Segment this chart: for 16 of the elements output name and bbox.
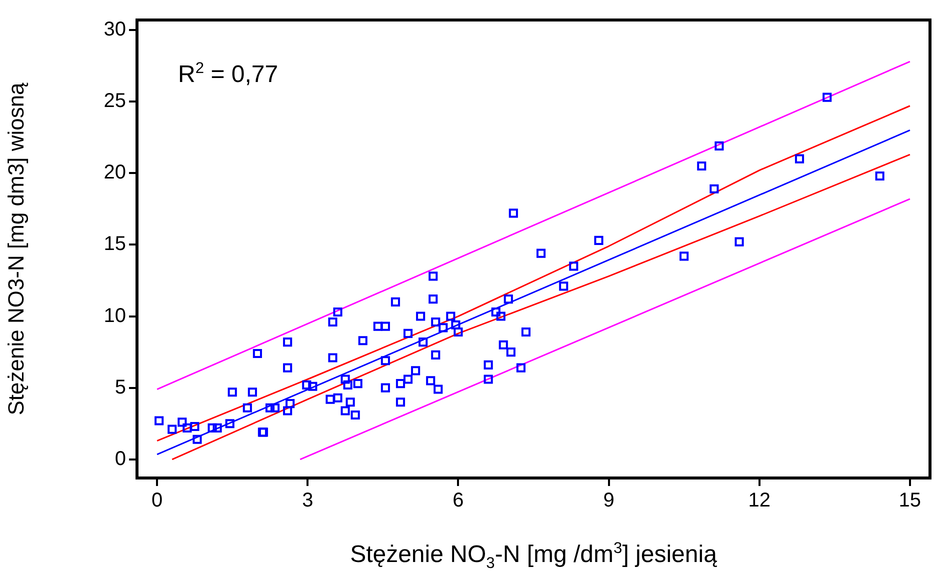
x-tick-label: 15	[898, 490, 922, 512]
x-tick-label: 0	[152, 490, 163, 512]
x-axis-title: Stężenie NO$_{3}$-N [mg /dm$^{3}$] jesienią	[349, 540, 718, 573]
y-tick-label: 5	[114, 376, 126, 398]
y-tick-label: 10	[104, 304, 126, 327]
y-tick-label: 30	[104, 18, 126, 41]
y-tick-label: 0	[114, 448, 126, 470]
y-tick-label: 20	[104, 162, 126, 184]
y-tick-label: 25	[104, 90, 126, 112]
y-tick-label: 15	[104, 233, 126, 256]
x-tick-label: 3	[302, 490, 314, 512]
y-axis-title: Stężenie NO3-N [mg dm3] wiosną	[3, 82, 28, 416]
x-tick-label: 6	[452, 490, 464, 512]
x-tick-label: 12	[748, 490, 770, 512]
x-tick-label: 9	[603, 490, 614, 512]
annotation: R$^{2}$ = 0,77	[178, 60, 278, 89]
